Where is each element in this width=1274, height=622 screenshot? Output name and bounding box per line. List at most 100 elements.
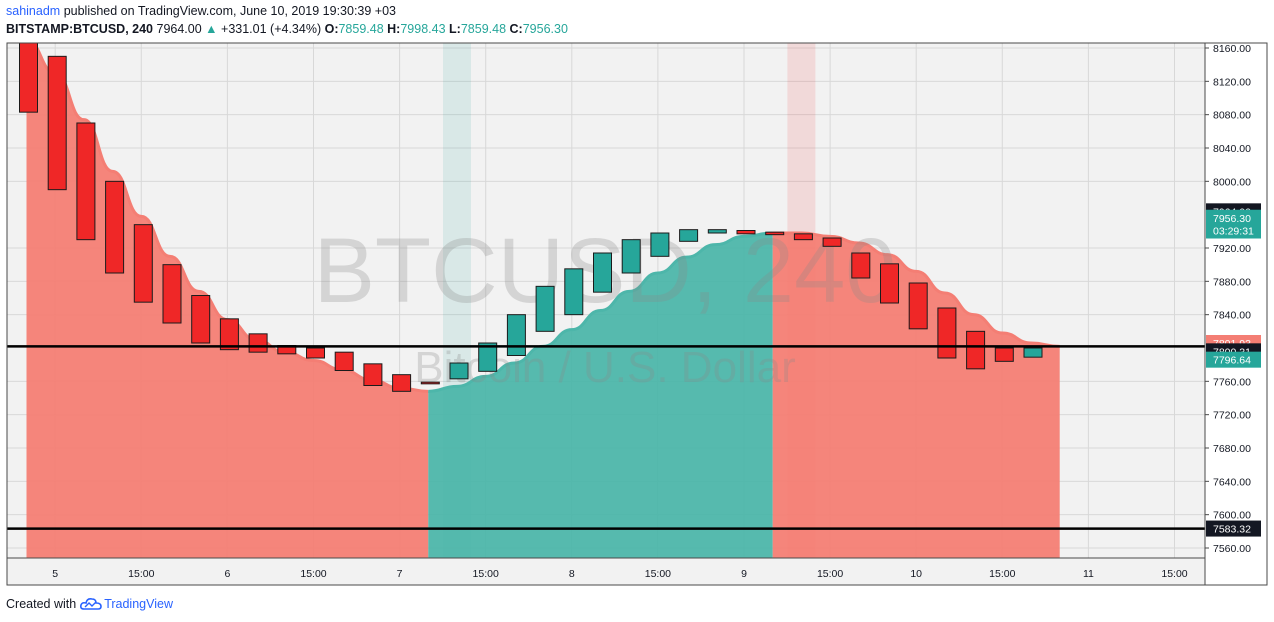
ma-area-segment — [26, 43, 429, 558]
candle — [478, 342, 498, 372]
price-tick-label: 7760.00 — [1213, 376, 1251, 388]
author-link[interactable]: sahinadm — [6, 4, 61, 18]
candle — [937, 307, 957, 359]
candle — [449, 362, 469, 380]
price-tick-label: 8080.00 — [1213, 110, 1251, 122]
candle — [105, 180, 125, 274]
candle — [736, 230, 756, 235]
price-tick-label: 8040.00 — [1213, 143, 1251, 155]
candle — [133, 224, 153, 303]
time-tick-label: 15:00 — [473, 568, 499, 580]
price-tag-box — [1206, 209, 1261, 226]
price-tag-box — [1206, 222, 1261, 239]
tradingview-cloud-icon — [80, 598, 102, 610]
close-value: 7956.30 — [522, 22, 568, 36]
tradingview-brand: TradingView — [104, 597, 173, 611]
price-tag-label: 7796.64 — [1213, 355, 1251, 367]
time-tick-label: 9 — [741, 568, 747, 580]
created-with-text: Created with — [6, 597, 77, 611]
candle — [621, 239, 641, 274]
watermark-description: Bitcoin / U.S. Dollar — [414, 343, 795, 392]
price-tick-label: 7640.00 — [1213, 476, 1251, 488]
price-tag-label: 03:29:31 — [1213, 226, 1254, 238]
high-label: H: — [387, 22, 401, 36]
time-tick-label: 5 — [52, 568, 58, 580]
candle — [334, 351, 354, 371]
price-tick-label: 7880.00 — [1213, 276, 1251, 288]
time-tick-label: 8 — [569, 568, 575, 580]
candle — [306, 347, 325, 359]
price-tick-label: 7720.00 — [1213, 410, 1251, 422]
candle — [966, 330, 986, 370]
low-label: L: — [449, 22, 461, 36]
candle — [19, 43, 38, 113]
price-tick-label: 7920.00 — [1213, 243, 1251, 255]
candle — [851, 252, 871, 279]
last-price: 7964.00 — [156, 22, 202, 36]
close-label: C: — [509, 22, 523, 36]
high-value: 7998.43 — [400, 22, 446, 36]
time-tick-label: 15:00 — [1161, 568, 1187, 580]
open-label: O: — [324, 22, 339, 36]
price-tick-label: 7840.00 — [1213, 310, 1251, 322]
candle — [679, 229, 699, 242]
candle — [880, 263, 899, 304]
time-axis-labels: 5 15:00 6 15:00 7 15:00 8 15:00 9 15:00 10 15:00 11 1… — [52, 568, 1188, 580]
time-tick-label: 15:00 — [817, 568, 843, 580]
candle — [765, 231, 785, 236]
time-tick-label: 6 — [224, 568, 230, 580]
price-axis[interactable] — [1204, 42, 1268, 586]
change-arrow-icon: ▲ — [205, 22, 218, 36]
candle — [650, 232, 670, 257]
price-tick-label: 8000.00 — [1213, 176, 1251, 188]
price-tag-box — [1206, 520, 1261, 537]
price-tick-label: 7600.00 — [1213, 510, 1251, 522]
candle — [1023, 347, 1043, 358]
ma-line-segment — [428, 231, 773, 393]
time-tick-label: 15:00 — [128, 568, 154, 580]
candle — [363, 363, 383, 387]
price-change: +331.01 (+4.34%) — [221, 22, 322, 36]
symbol-legend: BITSTAMP:BTCUSD, 240 7964.00 ▲ +331.01 (… — [6, 22, 568, 36]
time-tick-label: 7 — [397, 568, 403, 580]
time-tick-label: 15:00 — [300, 568, 326, 580]
low-value: 7859.48 — [460, 22, 507, 36]
price-tags: 7964.007956.3003:29:317801.937800.317796… — [1206, 203, 1261, 537]
symbol-name: BITSTAMP:BTCUSD, 240 — [6, 22, 154, 36]
price-axis-labels: 8160.00 8120.00 8080.00 8040.00 8000.00 7920.… — [1205, 43, 1251, 555]
publish-info: sahinadm published on TradingView.com, J… — [6, 4, 396, 18]
ma-area-segment — [428, 233, 773, 558]
price-tick-label: 8160.00 — [1213, 43, 1251, 55]
time-tick-label: 11 — [1083, 568, 1094, 580]
ma-area-segment — [772, 233, 1060, 558]
price-tag-box — [1206, 351, 1261, 368]
candle — [793, 233, 813, 241]
price-tick-label: 7680.00 — [1213, 443, 1251, 455]
time-tick-label: 15:00 — [645, 568, 671, 580]
footer: Created with TradingView — [6, 597, 173, 611]
candle — [162, 264, 182, 324]
candle — [908, 282, 928, 330]
candle — [822, 237, 842, 247]
open-value: 7859.48 — [338, 22, 384, 36]
candle — [994, 347, 1014, 362]
price-tag-label: 7956.30 — [1213, 213, 1251, 225]
tradingview-link[interactable]: TradingView — [80, 597, 173, 611]
published-text: published on TradingView.com, June 10, 2… — [63, 4, 396, 18]
price-tag-label: 7583.32 — [1213, 524, 1251, 536]
candle — [420, 381, 440, 385]
candle — [593, 252, 612, 293]
candle — [506, 314, 526, 356]
candle — [191, 295, 211, 344]
candle — [248, 333, 268, 353]
candle — [707, 229, 727, 234]
candle — [535, 285, 555, 332]
time-tick-label: 10 — [910, 568, 922, 580]
ma-line-segment — [772, 231, 1060, 348]
candle — [564, 268, 584, 316]
candle — [47, 55, 67, 191]
candle — [76, 122, 96, 241]
candle — [392, 374, 412, 392]
horizontal-lines — [7, 345, 1207, 530]
